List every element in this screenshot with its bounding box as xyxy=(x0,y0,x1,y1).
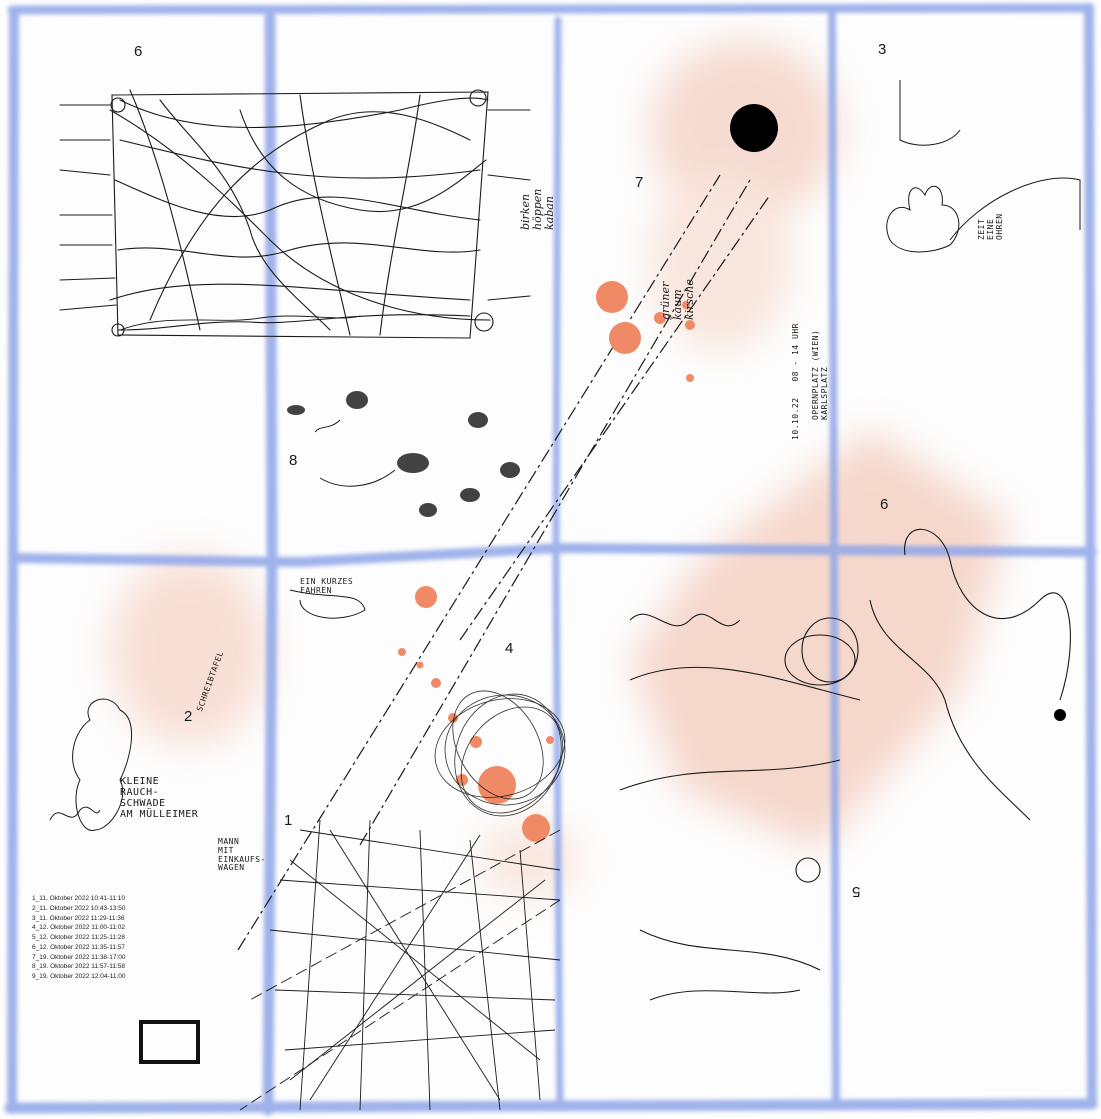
legend-row: 2_11. Oktober 2022 10:43-13:50 xyxy=(32,904,126,912)
panel-number-2: 2 xyxy=(184,708,193,725)
panel-number-3: 3 xyxy=(878,41,887,58)
cloud-note: KLEINE RAUCH- SCHWADE AM MÜLLEIMER xyxy=(120,776,199,820)
legend-row: 7_19. Oktober 2022 11:38-17:00 xyxy=(32,953,126,961)
legend-row: 4_12. Oktober 2022 11:00-11:02 xyxy=(32,924,125,932)
diagonal-lines xyxy=(237,174,771,951)
legend-row: 6_12. Oktober 2022 11:35-11:57 xyxy=(32,943,125,951)
circle-scribble xyxy=(434,690,566,817)
panel-number-7: 7 xyxy=(635,174,644,191)
orange-dots xyxy=(398,281,695,842)
time-note: 10.10.22 08 - 14 UHR xyxy=(791,323,800,440)
legend-row: 1_11. Oktober 2022 10:41-11:10 xyxy=(32,895,125,902)
panel-number-4: 4 xyxy=(505,640,514,657)
scribble-blobs xyxy=(287,391,520,517)
black-dot xyxy=(730,104,778,152)
map-sketch xyxy=(59,89,531,339)
frame-icon xyxy=(139,1020,200,1064)
cart-note: MANN MIT EINKAUFS- WAGEN xyxy=(218,837,266,873)
legend-row: 5_12. Oktober 2022 11:25-11:28 xyxy=(32,934,125,941)
panel-number-1: 1 xyxy=(284,812,293,829)
location-note: OPERNPLATZ (WIEN) KARLSPLATZ xyxy=(811,329,829,420)
panel-number-6-right: 6 xyxy=(880,496,889,513)
crossing-lines xyxy=(239,819,561,1111)
fold-grid xyxy=(4,3,1098,1116)
panel-number-5: 5 xyxy=(852,883,861,900)
panel-number-6-top: 6 xyxy=(134,43,143,60)
word-column-1: birken höppen kaban xyxy=(519,188,557,230)
scribble-lines xyxy=(289,419,396,619)
peach-wash-layer xyxy=(110,40,1010,900)
small-black-dot xyxy=(1054,709,1066,721)
date-legend: 1_11. Oktober 2022 10:41-11:10 2_11. Okt… xyxy=(32,894,182,982)
right-loop-lines xyxy=(619,528,1071,1001)
drive-note: EIN KURZES FAHREN xyxy=(300,577,354,595)
bunny-figure xyxy=(886,80,1081,253)
panel-number-8: 8 xyxy=(289,452,298,469)
legend-row: 8_19. Oktober 2022 11:57-11:58 xyxy=(32,963,125,971)
word-column-2: grüner kaum kirsche xyxy=(659,279,697,320)
cloud-outline xyxy=(49,698,133,831)
legend-row: 9_19. Oktober 2022 12:04-11:00 xyxy=(32,973,126,980)
bunny-note: ZEIT EINE OHREN xyxy=(977,213,1004,240)
legend-row: 3_11. Oktober 2022 11:29-11:36 xyxy=(32,914,125,922)
